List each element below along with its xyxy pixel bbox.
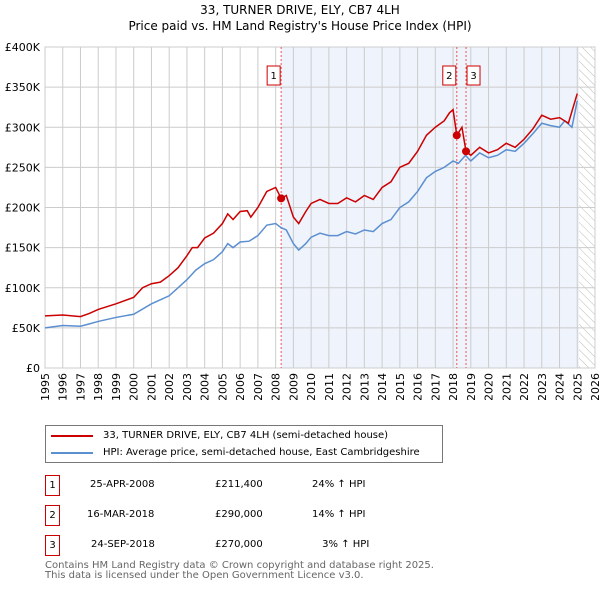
sale-date: 25-APR-2008 bbox=[90, 479, 155, 490]
x-tick-label: 2021 bbox=[500, 373, 513, 400]
property-line bbox=[44, 93, 578, 318]
sale-hpi: 24% ↑ HPI bbox=[312, 479, 366, 490]
chart-title: 33, TURNER DRIVE, ELY, CB7 4LH bbox=[200, 3, 400, 17]
sale-marker-label: 1 bbox=[270, 71, 276, 82]
sale-row: 1 25-APR-2008 £211,400 24% ↑ HPI bbox=[45, 475, 445, 496]
sale-marker-label: 3 bbox=[470, 71, 476, 82]
sale-hpi: 3% ↑ HPI bbox=[319, 539, 370, 550]
x-tick-label: 2001 bbox=[145, 373, 158, 400]
sale-hpi: 14% ↑ HPI bbox=[312, 509, 366, 520]
sale-marker: 3 bbox=[45, 535, 60, 556]
price-chart: 1995 1996 1997 1998 1999 2000 2001 2002 2003 2004… bbox=[5, 41, 600, 400]
x-tick-label: 2006 bbox=[234, 373, 247, 400]
sale-point bbox=[277, 194, 286, 203]
y-tick-label: £300K bbox=[5, 121, 41, 134]
legend: 33, TURNER DRIVE, ELY, CB7 4LH (semi-det… bbox=[45, 425, 443, 463]
plot-frame bbox=[44, 46, 596, 369]
x-tick-label: 1995 bbox=[39, 373, 52, 400]
sale-point bbox=[452, 131, 461, 140]
x-tick-label: 2012 bbox=[341, 373, 354, 400]
sale-marker: 2 bbox=[45, 505, 60, 526]
x-tick-label: 2022 bbox=[518, 373, 531, 400]
sale-price: £290,000 bbox=[215, 509, 263, 520]
x-tick-label: 2008 bbox=[270, 373, 283, 400]
y-tick-label: £100K bbox=[5, 282, 41, 295]
x-tick-label: 1997 bbox=[74, 373, 87, 400]
x-tick-label: 2004 bbox=[199, 373, 212, 400]
sale-row: 2 16-MAR-2018 £290,000 14% ↑ HPI bbox=[45, 505, 445, 526]
x-tick-label: 2009 bbox=[287, 373, 300, 400]
sale-date: 24-SEP-2018 bbox=[91, 539, 155, 550]
x-tick-label: 2026 bbox=[589, 373, 600, 400]
legend-swatch bbox=[51, 434, 93, 437]
footer-copyright: Contains HM Land Registry data © Crown c… bbox=[45, 560, 434, 571]
x-tick-label: 2002 bbox=[163, 373, 176, 400]
x-tick-label: 2017 bbox=[429, 373, 442, 400]
x-tick-label: 2019 bbox=[465, 373, 478, 400]
chart-subtitle: Price paid vs. HM Land Registry's House … bbox=[128, 19, 472, 33]
x-tick-label: 2011 bbox=[323, 373, 336, 400]
y-tick-label: £400K bbox=[5, 41, 41, 54]
sale-price: £211,400 bbox=[215, 479, 263, 490]
y-tick-label: £250K bbox=[5, 161, 41, 174]
x-tick-label: 2025 bbox=[571, 373, 584, 400]
x-tick-label: 2024 bbox=[554, 373, 567, 400]
x-tick-label: 2015 bbox=[394, 373, 407, 400]
sale-marker-box bbox=[466, 65, 481, 86]
x-tick-label: 2016 bbox=[412, 373, 425, 400]
hpi-line bbox=[44, 100, 578, 329]
x-tick-label: 2020 bbox=[483, 373, 496, 400]
legend-item-hpi: HPI: Average price, semi-detached house,… bbox=[51, 447, 420, 458]
y-tick-label: £350K bbox=[5, 81, 41, 94]
sale-price: £270,000 bbox=[215, 539, 263, 550]
x-tick-label: 1999 bbox=[110, 373, 123, 400]
x-tick-label: 2023 bbox=[536, 373, 549, 400]
sale-marker-box bbox=[266, 65, 281, 86]
sale-date: 16-MAR-2018 bbox=[87, 509, 155, 520]
sale-marker-box bbox=[442, 65, 457, 86]
x-tick-label: 2007 bbox=[252, 373, 265, 400]
footer-licence: This data is licensed under the Open Gov… bbox=[45, 570, 364, 581]
x-tick-label: 2013 bbox=[358, 373, 371, 400]
sale-point bbox=[462, 147, 471, 156]
legend-item-property: 33, TURNER DRIVE, ELY, CB7 4LH (semi-det… bbox=[51, 430, 388, 441]
y-tick-label: £150K bbox=[5, 242, 41, 255]
sale-row: 3 24-SEP-2018 £270,000 3% ↑ HPI bbox=[45, 535, 445, 556]
y-tick-label: £0 bbox=[26, 362, 40, 375]
x-tick-label: 1996 bbox=[57, 373, 70, 400]
x-tick-label: 2003 bbox=[181, 373, 194, 400]
footer: Contains HM Land Registry data © Crown c… bbox=[45, 561, 434, 581]
y-tick-label: £50K bbox=[12, 322, 41, 335]
legend-swatch bbox=[51, 451, 93, 454]
y-tick-label: £200K bbox=[5, 202, 41, 215]
x-tick-label: 2010 bbox=[305, 373, 318, 400]
legend-label: HPI: Average price, semi-detached house,… bbox=[103, 447, 420, 458]
legend-label: 33, TURNER DRIVE, ELY, CB7 4LH (semi-det… bbox=[103, 430, 389, 441]
x-tick-label: 2018 bbox=[447, 373, 460, 400]
x-tick-label: 2005 bbox=[216, 373, 229, 400]
x-tick-label: 2014 bbox=[376, 373, 389, 400]
sale-marker: 1 bbox=[45, 475, 60, 496]
x-tick-label: 1998 bbox=[92, 373, 105, 400]
x-tick-label: 2000 bbox=[128, 373, 141, 400]
sale-marker-label: 2 bbox=[446, 71, 452, 82]
